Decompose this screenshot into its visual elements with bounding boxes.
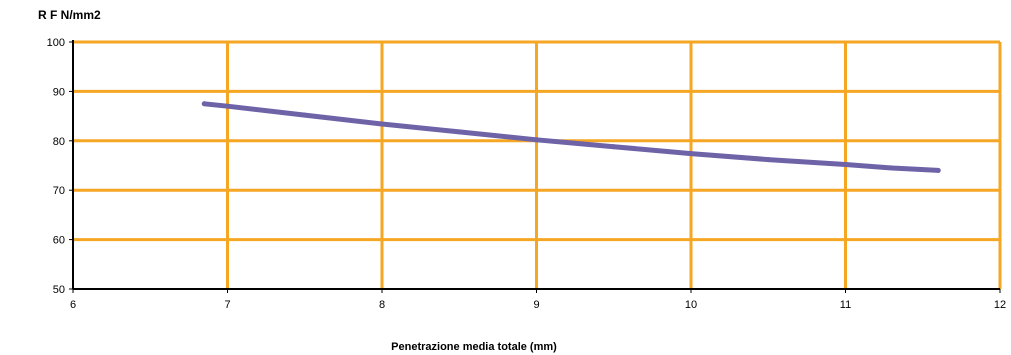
data-point bbox=[456, 129, 462, 135]
data-point bbox=[889, 165, 895, 171]
x-axis-label: Penetrazione media totale (mm) bbox=[391, 341, 557, 353]
y-tick-label: 60 bbox=[53, 235, 65, 247]
data-point bbox=[935, 167, 941, 173]
axes bbox=[69, 40, 1001, 293]
x-tick-label: 9 bbox=[533, 299, 539, 311]
x-tick-label: 11 bbox=[840, 299, 851, 311]
series-line-0 bbox=[201, 101, 941, 173]
data-point bbox=[379, 121, 385, 127]
data-point bbox=[688, 151, 694, 157]
y-tick-label: 100 bbox=[47, 37, 65, 49]
y-tick-label: 80 bbox=[53, 136, 65, 148]
y-tick-label: 70 bbox=[53, 185, 65, 197]
data-point bbox=[611, 144, 617, 150]
y-tick-label: 90 bbox=[53, 86, 65, 98]
y-tick-labels: 50 60 70 80 90 100 bbox=[47, 37, 65, 296]
data-point bbox=[201, 101, 207, 107]
x-tick-label: 8 bbox=[379, 299, 385, 311]
y-tick-label: 50 bbox=[53, 284, 65, 296]
y-axis-label: R F N/mm2 bbox=[38, 8, 101, 22]
x-tick-labels: 6 7 8 9 10 11 12 bbox=[70, 299, 1006, 311]
data-point bbox=[302, 112, 308, 118]
data-point bbox=[534, 137, 539, 143]
series-layer bbox=[201, 101, 941, 173]
data-point bbox=[225, 103, 230, 109]
x-tick-label: 6 bbox=[70, 299, 76, 311]
x-tick-label: 10 bbox=[685, 299, 697, 311]
x-tick-label: 7 bbox=[224, 299, 230, 311]
x-tick-label: 12 bbox=[994, 299, 1006, 311]
data-point bbox=[765, 157, 771, 163]
data-point bbox=[843, 162, 848, 168]
